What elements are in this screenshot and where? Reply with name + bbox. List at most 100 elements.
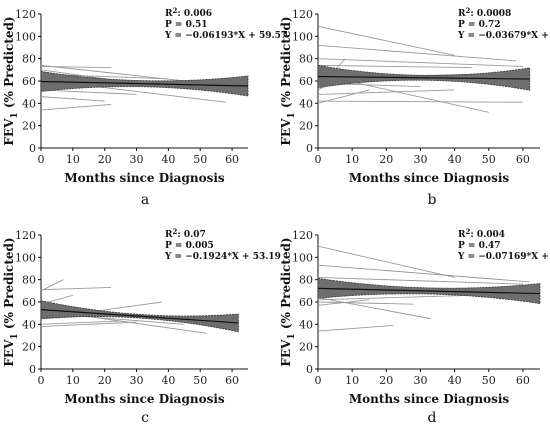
x-tick-label: 30: [413, 153, 427, 166]
y-tick-label: 80: [299, 53, 313, 66]
panel-letter: d: [428, 410, 437, 426]
y-axis-title: FEV1 (% Predicted): [2, 16, 20, 145]
y-tick-label: 80: [22, 53, 36, 66]
x-tick-label: 60: [516, 153, 530, 166]
p-value-label: P = 0.72: [458, 20, 501, 30]
x-tick-label: 40: [161, 153, 175, 166]
y-tick-label: 40: [22, 97, 36, 110]
x-axis-title: Months since Diagnosis: [349, 392, 510, 406]
p-value-label: P = 0.47: [458, 241, 501, 251]
x-tick-label: 60: [516, 374, 530, 387]
x-tick-label: 30: [130, 374, 144, 387]
p-value-label: P = 0.005: [165, 241, 214, 251]
trajectory-line: [317, 294, 472, 301]
equation-label: Y = −0.1924*X + 53.19: [164, 252, 281, 262]
y-axis-title: FEV1 (% Predicted): [279, 16, 297, 145]
trajectory-line: [317, 297, 431, 320]
y-tick-label: 0: [29, 142, 36, 155]
x-tick-label: 50: [482, 374, 496, 387]
y-tick-label: 40: [299, 97, 313, 110]
x-tick-label: 50: [482, 153, 496, 166]
y-tick-label: 20: [22, 120, 36, 133]
x-tick-label: 40: [161, 374, 175, 387]
x-tick-label: 10: [345, 374, 359, 387]
trajectory-line: [317, 100, 523, 103]
x-tick-label: 20: [379, 374, 393, 387]
regression-line: [40, 80, 249, 87]
trajectory-line: [317, 245, 455, 278]
regression-line: [317, 75, 530, 80]
r-squared-label: R2: 0.0008: [458, 6, 511, 19]
panel-letter: c: [141, 410, 149, 426]
x-tick-label: 30: [413, 374, 427, 387]
panel-c: 0 20 40 60 80 100 120 0 10 20 30 40 50 60 R2: 0.07P = …: [2, 227, 281, 426]
r-squared-label: R2: 0.004: [458, 227, 505, 240]
r-squared-label: R2: 0.006: [165, 6, 212, 19]
trajectory-line: [317, 301, 414, 305]
x-tick-label: 0: [38, 374, 45, 387]
trajectory-line: [317, 64, 472, 69]
trajectory-line: [40, 287, 112, 291]
panel-letter: b: [428, 192, 437, 208]
trajectory-line: [317, 325, 394, 332]
y-tick-label: 120: [292, 8, 313, 21]
y-tick-label: 60: [299, 75, 313, 88]
trajectory-line: [317, 89, 370, 104]
trajectory-line: [40, 104, 112, 111]
trajectory-line: [317, 276, 523, 285]
trajectory-line: [317, 89, 455, 95]
y-tick-label: 100: [15, 251, 36, 264]
x-axis-title: Months since Diagnosis: [349, 171, 510, 185]
regression-line: [317, 287, 541, 295]
trajectory-line: [317, 264, 530, 283]
y-axis-title: FEV1 (% Predicted): [279, 237, 297, 366]
trajectory-line: [317, 25, 455, 56]
regression-line: [40, 309, 239, 324]
panel-b: 0 20 40 60 80 100 120 0 10 20 30 40 50 60 R2: 0.0008P …: [279, 6, 550, 208]
x-tick-label: 10: [66, 374, 80, 387]
r-squared-label: R2: 0.07: [165, 227, 206, 240]
x-tick-label: 10: [66, 153, 80, 166]
x-tick-label: 20: [379, 153, 393, 166]
x-tick-label: 0: [315, 374, 322, 387]
equation-label: Y = −0.06193*X + 59.57: [164, 31, 287, 41]
y-tick-label: 20: [299, 341, 313, 354]
y-tick-label: 20: [299, 120, 313, 133]
x-tick-label: 40: [448, 374, 462, 387]
y-tick-label: 0: [306, 142, 313, 155]
trajectory-line: [40, 279, 64, 292]
x-axis-title: Months since Diagnosis: [64, 171, 225, 185]
trajectory-line: [40, 320, 121, 325]
y-tick-label: 100: [292, 30, 313, 43]
equation-label: Y = −0.07169*X + 72.21: [457, 252, 550, 262]
y-tick-label: 60: [22, 75, 36, 88]
trajectory-line: [40, 96, 105, 102]
trajectory-line: [317, 44, 517, 62]
x-tick-label: 0: [38, 153, 45, 166]
x-tick-label: 50: [193, 153, 207, 166]
x-tick-label: 20: [98, 374, 112, 387]
y-tick-label: 60: [22, 296, 36, 309]
y-tick-label: 80: [299, 274, 313, 287]
x-tick-label: 60: [225, 153, 239, 166]
y-tick-label: 40: [22, 318, 36, 331]
trajectory-line: [40, 89, 137, 95]
y-tick-label: 80: [22, 274, 36, 287]
trajectory-line: [317, 58, 523, 67]
y-tick-label: 0: [29, 363, 36, 376]
x-tick-label: 20: [98, 153, 112, 166]
y-tick-label: 120: [15, 8, 36, 21]
x-axis-title: Months since Diagnosis: [64, 392, 225, 406]
y-tick-label: 100: [292, 251, 313, 264]
p-value-label: P = 0.51: [165, 20, 208, 30]
x-tick-label: 30: [130, 153, 144, 166]
y-axis-title: FEV1 (% Predicted): [2, 237, 20, 366]
y-tick-label: 120: [292, 229, 313, 242]
x-tick-label: 50: [193, 374, 207, 387]
y-tick-label: 120: [15, 229, 36, 242]
y-tick-label: 40: [299, 318, 313, 331]
x-tick-label: 0: [315, 153, 322, 166]
